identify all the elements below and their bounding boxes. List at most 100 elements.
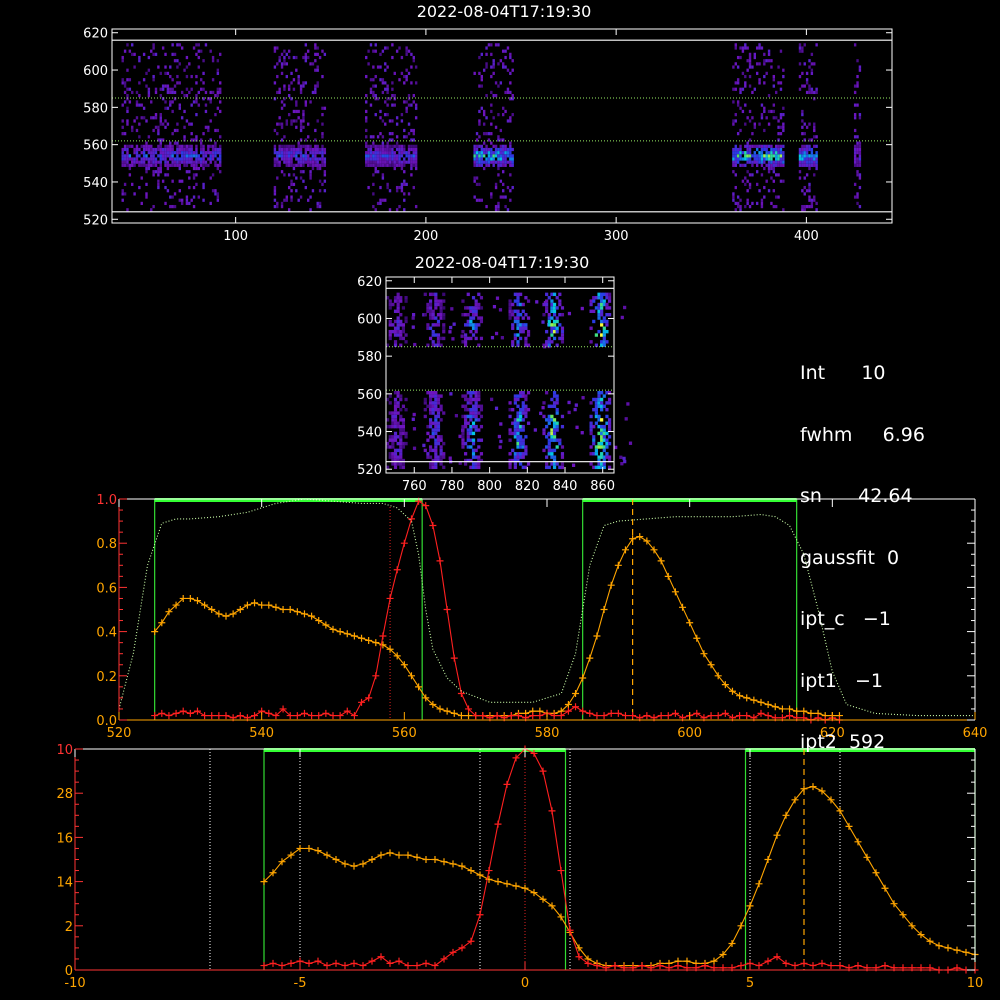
top-spectrogram-cell	[199, 87, 203, 91]
middle-spectrogram-cell	[471, 414, 476, 419]
top-spectrogram-cell	[192, 151, 196, 155]
top-spectrogram-cell	[318, 147, 322, 152]
velocity-orange-series-marker	[287, 851, 295, 859]
top-spectrogram-cell	[190, 122, 193, 126]
wavelength-red-series-marker	[293, 712, 301, 720]
middle-spectrogram-cell	[605, 296, 609, 300]
top-spectrogram-cell	[403, 147, 406, 152]
middle-spectrogram-cell	[521, 428, 525, 432]
top-spectrogram-cell	[746, 170, 749, 174]
top-spectrogram-cell	[506, 119, 510, 123]
top-spectrogram-cell	[299, 90, 303, 95]
top-spectrogram-cell	[482, 141, 486, 145]
middle-spectrogram-cell	[600, 299, 604, 303]
top-spectrogram-cell	[767, 157, 771, 161]
top-spectrogram-cell	[482, 147, 486, 152]
middle-spectrogram-cell	[552, 309, 557, 313]
top-spectrogram-cell	[178, 163, 181, 167]
top-spectrogram-cell	[365, 141, 368, 145]
top-spectrogram-cell	[374, 74, 377, 79]
velocity-y-tick-label: 2	[65, 920, 73, 935]
top-spectrogram-cell	[121, 81, 124, 85]
top-spectrogram-cell	[770, 166, 773, 171]
top-spectrogram-cell	[314, 90, 317, 95]
top-spectrogram-cell	[173, 52, 177, 56]
middle-spectrogram-cell	[607, 421, 612, 425]
top-spectrogram-cell	[283, 160, 286, 164]
top-spectrogram-cell	[216, 87, 220, 91]
top-spectrogram-cell	[744, 74, 747, 79]
top-spectrogram-cell	[123, 144, 127, 148]
middle-spectrogram-cell	[552, 424, 557, 429]
top-spectrogram-cell	[388, 147, 392, 152]
middle-spectrogram-cell	[602, 319, 606, 324]
top-spectrogram-cell	[803, 160, 806, 164]
middle-spectrogram-cell	[526, 343, 531, 347]
top-spectrogram-cell	[323, 157, 327, 161]
middle-spectrogram-cell	[431, 462, 435, 466]
top-spectrogram-cell	[744, 204, 747, 209]
middle-spectrogram-cell	[597, 391, 601, 395]
top-spectrogram-cell	[746, 68, 749, 72]
middle-spectrogram-cell	[404, 397, 408, 402]
middle-spectrogram-cell	[600, 407, 604, 412]
top-spectrogram-cell	[384, 62, 387, 66]
middle-spectrogram-cell	[516, 421, 520, 425]
top-spectrogram-cell	[858, 147, 862, 152]
wavelength-orange-series-marker	[800, 707, 808, 715]
top-spectrogram-cell	[805, 147, 809, 152]
top-spectrogram-cell	[302, 179, 305, 183]
middle-spectrogram-cell	[592, 319, 596, 324]
velocity-orange-series-marker	[503, 880, 511, 888]
middle-spectrogram-cell	[388, 336, 392, 341]
top-spectrogram-cell	[803, 163, 806, 167]
wavelength-y-tick-label: 0.4	[96, 626, 117, 641]
top-spectrogram-cell	[316, 157, 319, 161]
wavelength-x-tick-label: 540	[249, 726, 274, 741]
wavelength-red-series-marker	[786, 712, 794, 720]
info-int: Int 10	[800, 362, 886, 384]
middle-spectrogram-cell	[602, 292, 606, 297]
middle-spectrogram-noise-cell	[450, 307, 454, 311]
top-spectrogram-cell	[853, 135, 857, 139]
top-spectrogram-cell	[853, 182, 857, 186]
middle-spectrogram-cell	[396, 401, 400, 405]
top-spectrogram-cell	[485, 157, 488, 161]
middle-spectrogram-cell	[439, 455, 443, 459]
top-spectrogram-cell	[767, 163, 771, 167]
velocity-red-series-marker	[260, 962, 268, 970]
top-spectrogram-cell	[128, 87, 132, 91]
middle-spectrogram-cell	[423, 397, 427, 402]
top-spectrogram-cell	[195, 160, 198, 164]
top-spectrogram-cell	[767, 154, 771, 158]
middle-spectrogram-cell	[464, 340, 468, 344]
velocity-orange-series-marker	[809, 783, 817, 791]
top-spectrogram-cell	[211, 55, 215, 60]
middle-spectrogram-cell	[431, 391, 435, 395]
middle-spectrogram-cell	[516, 418, 520, 422]
velocity-orange-series-line	[263, 786, 976, 967]
velocity-red-series-marker	[458, 944, 466, 952]
middle-spectrogram-cell	[607, 418, 612, 422]
top-spectrogram-cell	[388, 119, 392, 123]
top-spectrogram-cell	[178, 147, 181, 152]
top-spectrogram-cell	[295, 109, 298, 114]
top-spectrogram-cell	[736, 204, 740, 209]
middle-spectrogram-cell	[511, 458, 515, 463]
top-spectrogram-cell	[157, 147, 160, 152]
top-spectrogram-cell	[299, 157, 303, 161]
top-spectrogram-cell	[292, 119, 296, 123]
wavelength-orange-series-marker	[457, 712, 465, 720]
top-spectrogram-cell	[169, 154, 172, 158]
wavelength-red-series-marker	[400, 539, 408, 547]
top-spectrogram-cell	[367, 163, 370, 167]
top-spectrogram-cell	[150, 147, 153, 152]
top-spectrogram-cell	[304, 43, 308, 47]
top-spectrogram-cell	[219, 163, 222, 167]
middle-spectrogram-cell	[431, 465, 435, 470]
top-spectrogram-cell	[183, 135, 186, 139]
top-spectrogram-cell	[185, 93, 189, 98]
middle-spectrogram-cell	[428, 326, 433, 330]
middle-spectrogram-cell	[519, 326, 523, 330]
top-spectrogram-cell	[386, 87, 389, 91]
